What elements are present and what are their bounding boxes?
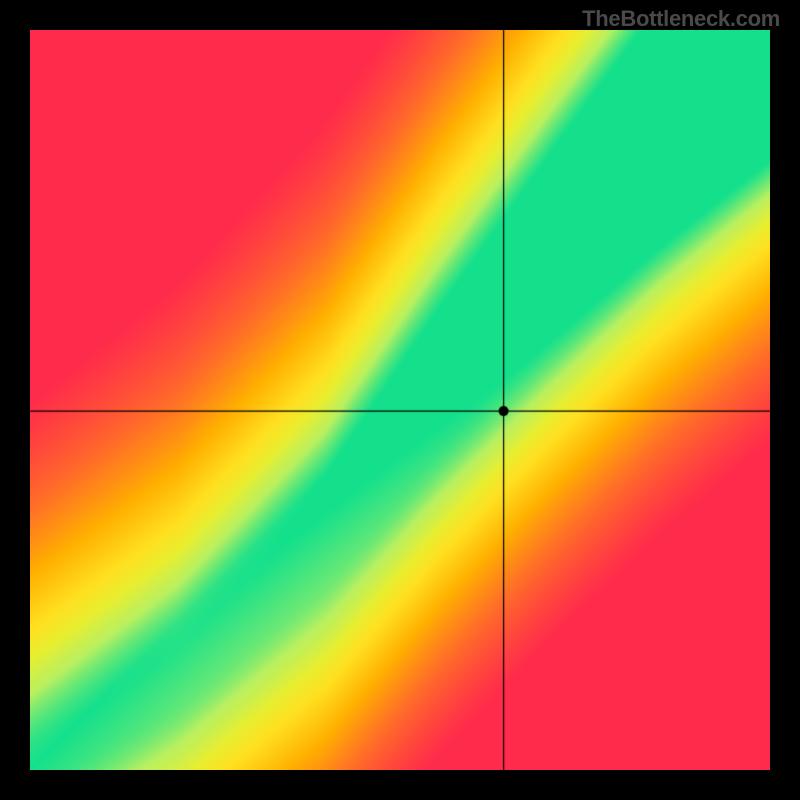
heatmap-canvas [30, 30, 770, 770]
chart-container: TheBottleneck.com [0, 0, 800, 800]
watermark-label: TheBottleneck.com [582, 6, 780, 32]
heatmap-plot [30, 30, 770, 770]
